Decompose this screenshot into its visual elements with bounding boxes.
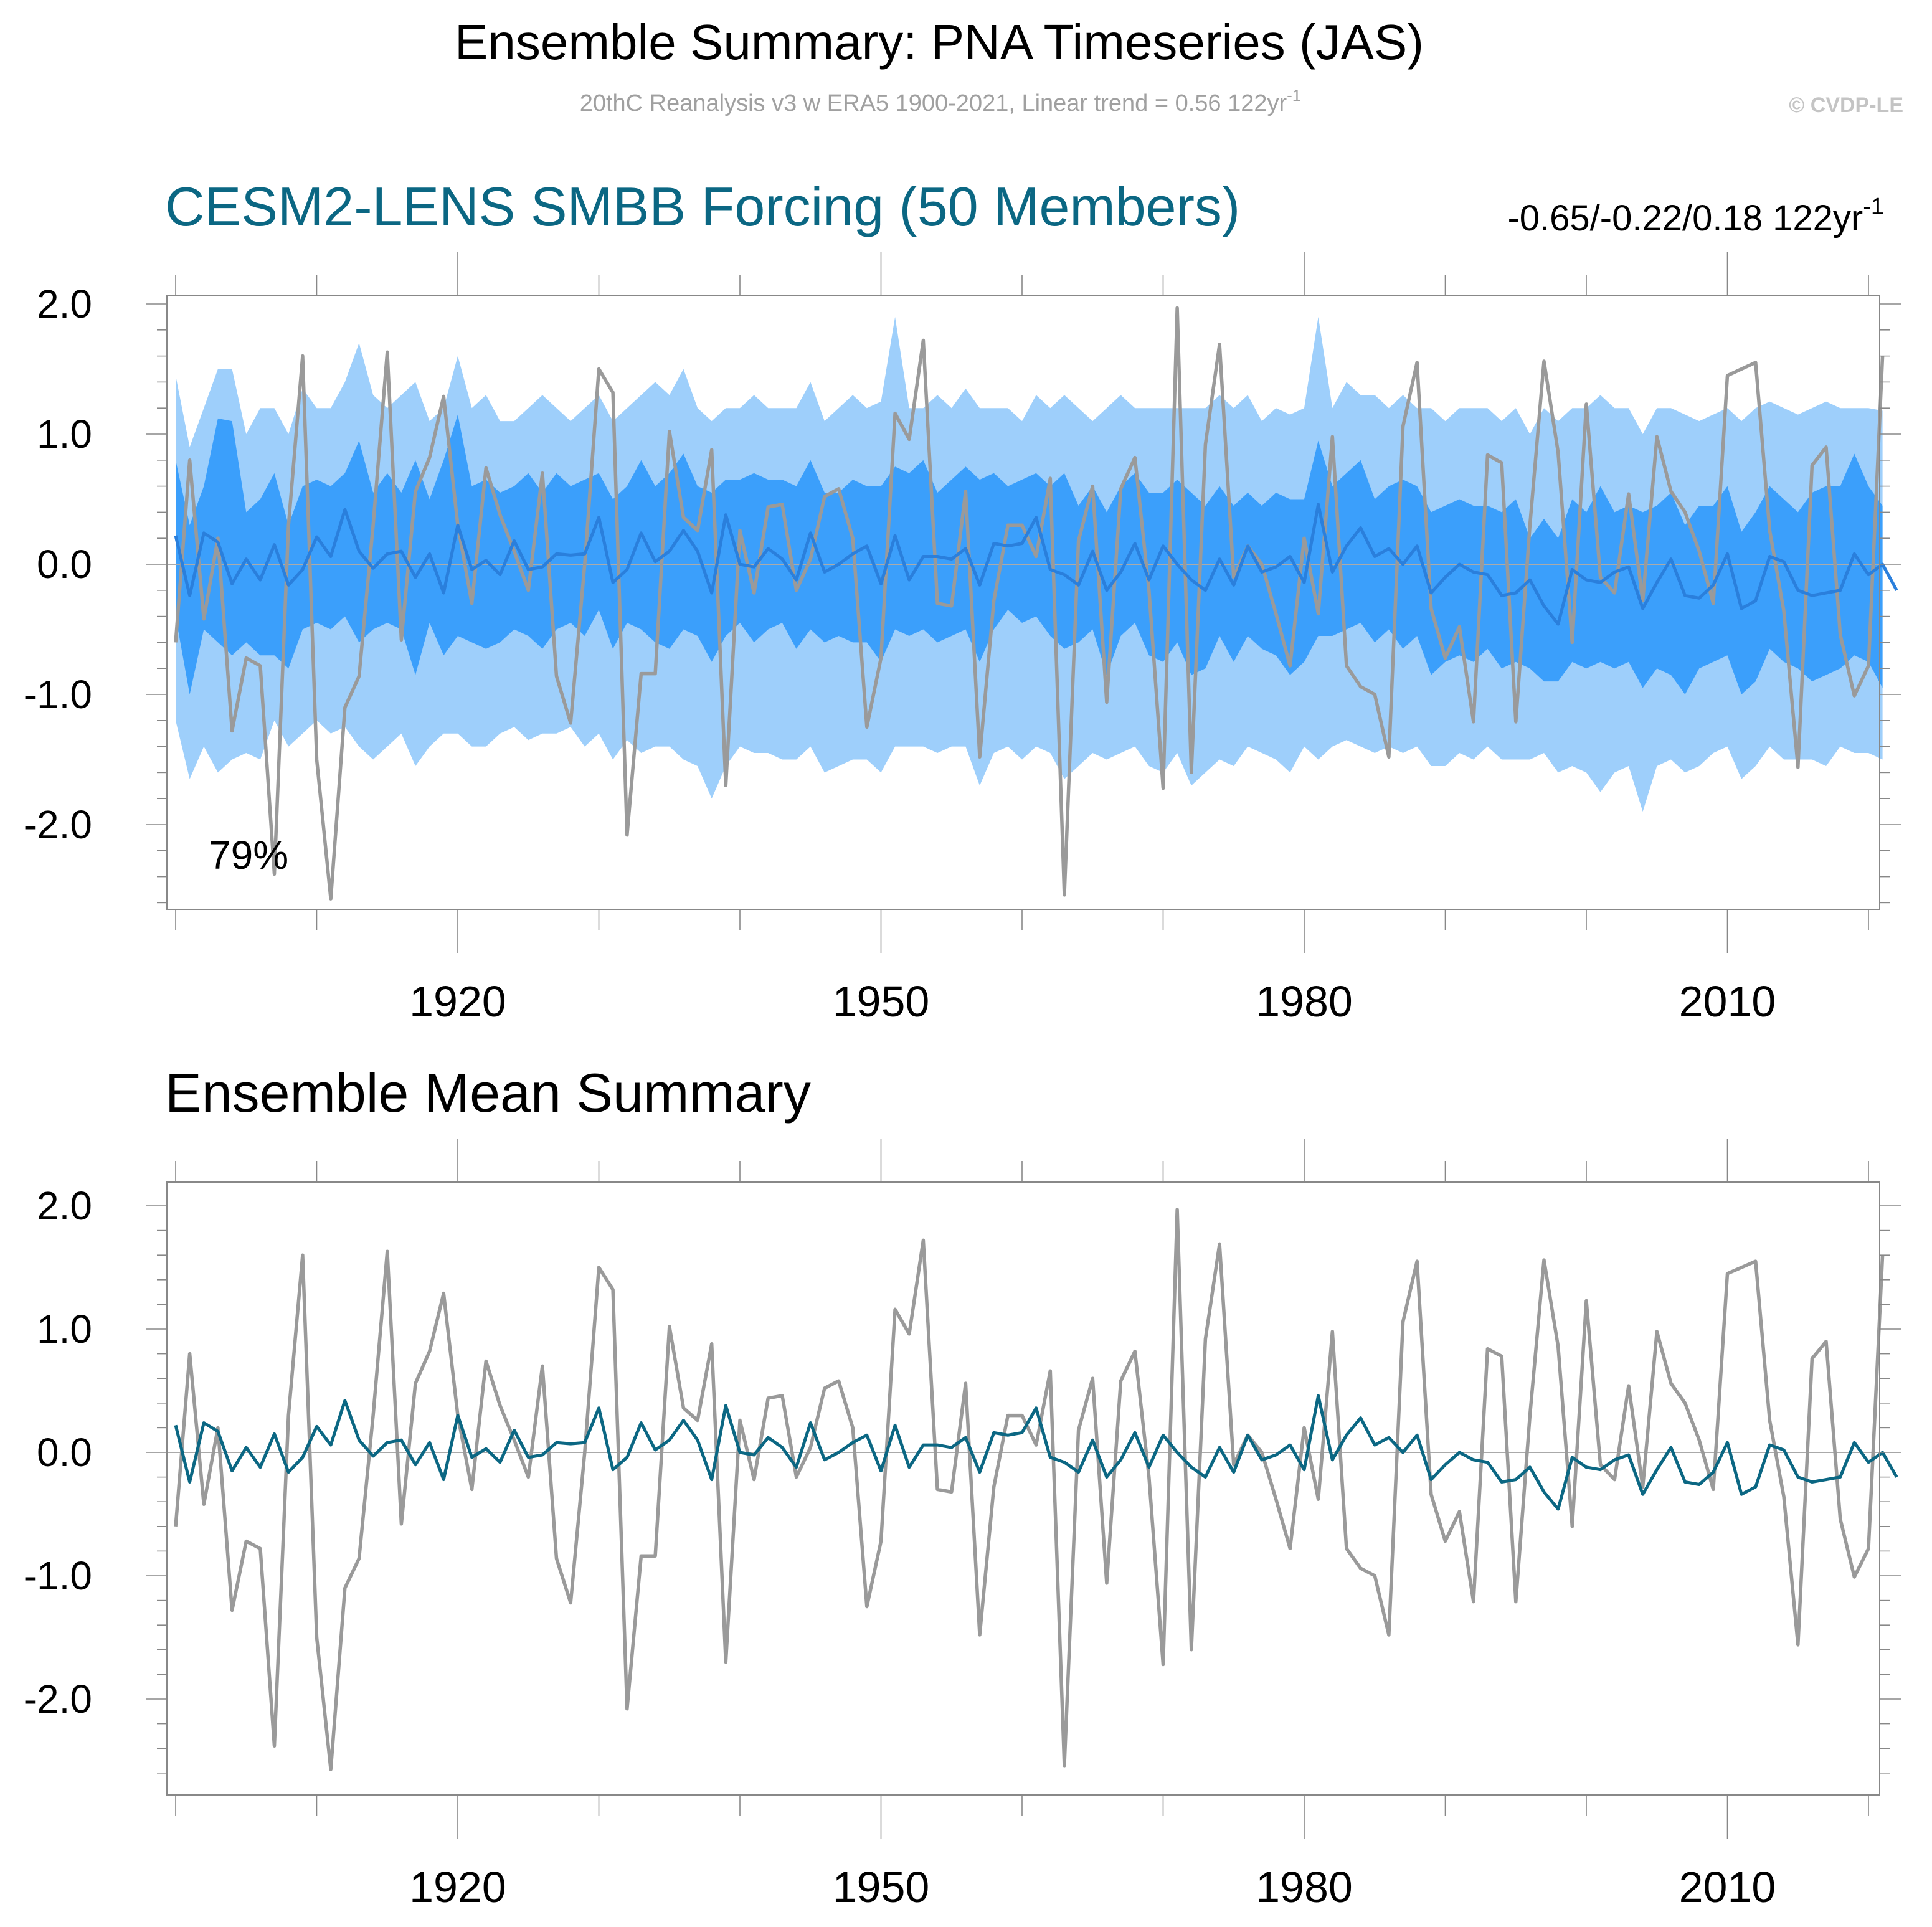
panel-1-trend: -0.65/-0.22/0.18 122yr-1 — [1507, 194, 1884, 239]
panel-2: Ensemble Mean Summary 2.0 1.0 0.0 -1.0 -2.0 1… — [24, 1062, 1901, 1911]
figure-title: Ensemble Summary: PNA Timeseries (JAS) — [455, 14, 1424, 70]
panel-2-x-tick-label: 1980 — [1256, 1863, 1353, 1911]
panel-2-y-tick-label: 0.0 — [37, 1430, 92, 1475]
panel-1-y-tick-label: -1.0 — [24, 672, 92, 717]
panel-2-mean-line — [174, 1394, 1898, 1511]
panel-2-observed-line — [174, 1208, 1885, 1771]
panel-2-lines — [174, 1208, 1898, 1771]
figure-subtitle: 20thC Reanalysis v3 w ERA5 1900-2021, Li… — [580, 86, 1302, 116]
panel-1-x-tick-label: 1920 — [409, 977, 506, 1026]
panel-2-y-tick-label: -1.0 — [24, 1553, 92, 1598]
panel-2-x-tick-label: 1920 — [409, 1863, 506, 1911]
panel-2-y-tick-label: 1.0 — [37, 1307, 92, 1352]
panel-1-lines — [174, 306, 1898, 901]
panel-2-x-tick-label: 2010 — [1679, 1863, 1776, 1911]
panel-2-x-tick-label: 1950 — [833, 1863, 930, 1911]
panel-1-y-tick-label: 0.0 — [37, 542, 92, 587]
panel-1-y-tick-label: 2.0 — [37, 282, 92, 326]
panel-1-x-tick-label: 1950 — [833, 977, 930, 1026]
panel-1: CESM2-LENS SMBB Forcing (50 Members) -0.… — [24, 176, 1901, 1026]
panel-1-title: CESM2-LENS SMBB Forcing (50 Members) — [165, 176, 1240, 237]
panel-1-x-tick-label: 2010 — [1679, 977, 1776, 1026]
panel-1-inner-band — [176, 414, 1883, 694]
panel-1-observed-line — [174, 306, 1885, 901]
panel-1-annotation: 79% — [209, 833, 288, 878]
copyright-label: © CVDP-LE — [1789, 93, 1903, 117]
panel-2-y-tick-label: -2.0 — [24, 1677, 92, 1721]
panel-1-mean-line — [174, 503, 1898, 626]
panel-1-trend-text: -0.65/-0.22/0.18 122yr — [1507, 198, 1863, 239]
figure-subtitle-text: 20thC Reanalysis v3 w ERA5 1900-2021, Li… — [580, 90, 1287, 116]
panel-1-y-tick-label: -2.0 — [24, 802, 92, 847]
panel-1-x-tick-label: 1980 — [1256, 977, 1353, 1026]
panel-1-axes: 2.0 1.0 0.0 -1.0 -2.0 1920 1950 1980 2010 — [24, 252, 1901, 1026]
figure-subtitle-sup: -1 — [1287, 86, 1301, 105]
panel-1-trend-sup: -1 — [1863, 194, 1884, 220]
panel-2-axes: 2.0 1.0 0.0 -1.0 -2.0 1920 1950 1980 2010 — [24, 1139, 1901, 1911]
panel-1-y-tick-label: 1.0 — [37, 412, 92, 457]
panel-2-title: Ensemble Mean Summary — [165, 1062, 811, 1124]
panel-2-frame — [166, 1181, 1880, 1796]
panel-2-y-tick-label: 2.0 — [37, 1183, 92, 1228]
panel-1-frame — [166, 295, 1880, 910]
